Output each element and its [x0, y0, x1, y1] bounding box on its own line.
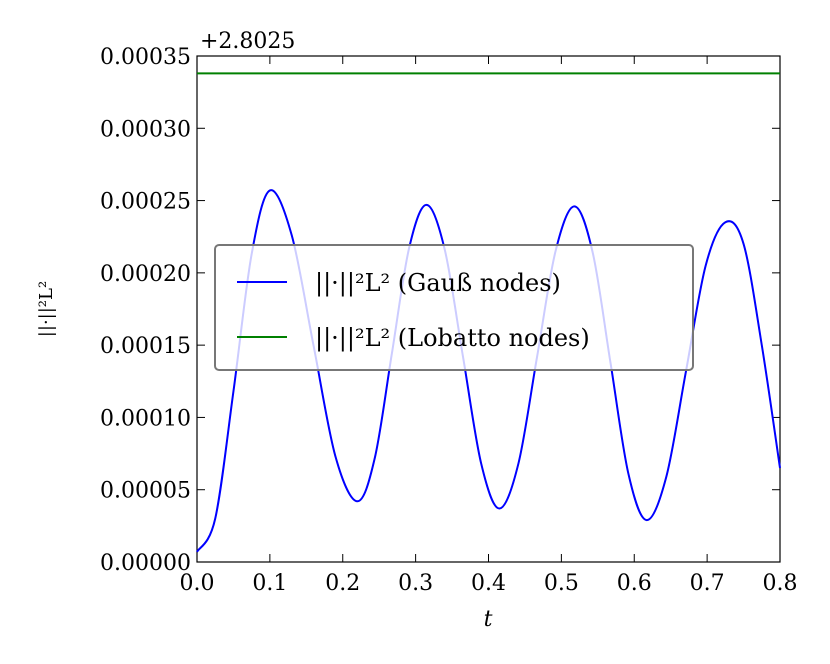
y-tick-label: 0.00030 [100, 117, 191, 142]
x-tick-label: 0.6 [617, 571, 652, 596]
series-line [196, 189, 781, 553]
x-tick-label: 0.2 [325, 571, 360, 596]
x-tick-label: 0.8 [763, 571, 798, 596]
x-tick-label: 0.5 [544, 571, 579, 596]
y-tick-label: 0.00000 [100, 551, 191, 576]
y-tick-label: 0.00010 [100, 406, 191, 431]
legend-box [214, 244, 694, 371]
x-tick-label: 0.3 [398, 571, 433, 596]
y-tick-label: 0.00035 [100, 45, 191, 70]
x-tick-label: 0.4 [471, 571, 506, 596]
y-tick-label: 0.00005 [100, 479, 191, 504]
offset-text: +2.8025 [200, 29, 295, 54]
y-tick-label: 0.00020 [100, 262, 191, 287]
legend-label: ||·||²L² (Lobatto nodes) [315, 324, 590, 353]
y-tick-label: 0.00015 [100, 334, 191, 359]
x-axis-label: t [484, 607, 493, 632]
x-tick-label: 0.7 [690, 571, 725, 596]
x-tick-label: 0.0 [180, 571, 215, 596]
y-tick-label: 0.00025 [100, 190, 191, 215]
y-axis-label: ||·||²L² [36, 281, 57, 337]
x-tick-label: 0.1 [252, 571, 287, 596]
legend-label: ||·||²L² (Gauß nodes) [315, 269, 561, 298]
